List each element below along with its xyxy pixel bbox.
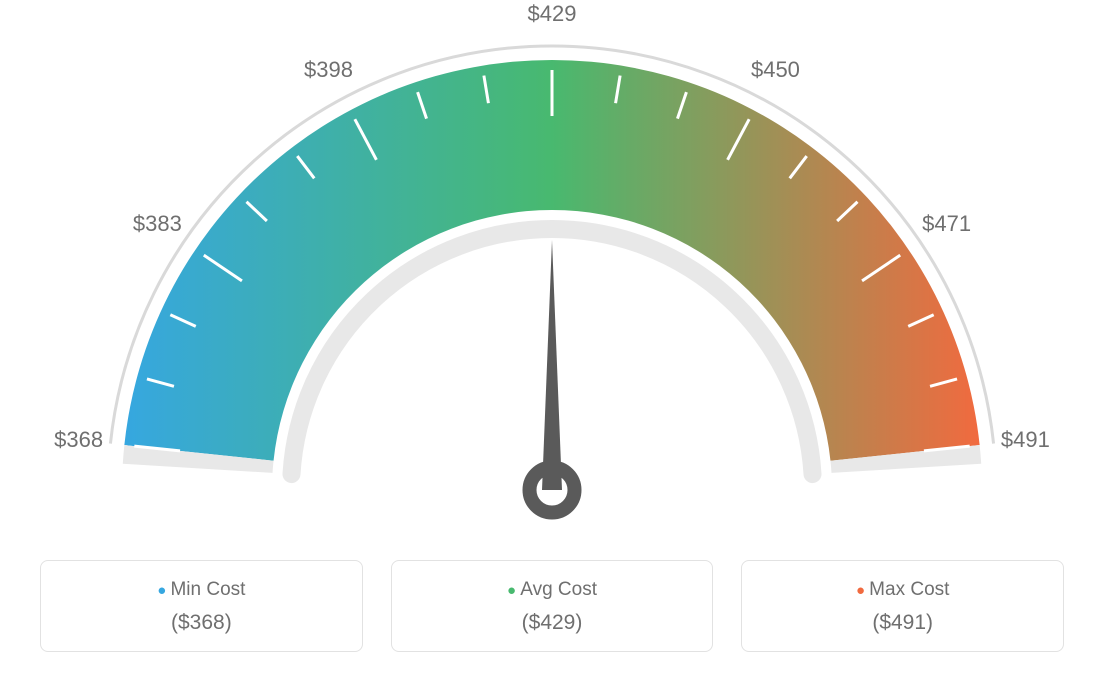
gauge-tick-label: $398 (304, 57, 353, 83)
legend-min-value: ($368) (41, 611, 362, 635)
gauge-tick-label: $368 (54, 427, 103, 453)
gauge-svg (0, 0, 1104, 560)
gauge-tick-label: $429 (528, 1, 577, 27)
legend: Min Cost ($368) Avg Cost ($429) Max Cost… (0, 560, 1104, 652)
legend-max-title: Max Cost (742, 579, 1063, 601)
legend-avg: Avg Cost ($429) (391, 560, 714, 652)
gauge-tick-label: $471 (922, 211, 971, 237)
gauge-tick-label: $491 (1001, 427, 1050, 453)
legend-min-title: Min Cost (41, 579, 362, 601)
gauge-tick-label: $450 (751, 57, 800, 83)
legend-min: Min Cost ($368) (40, 560, 363, 652)
gauge-chart: $368 $383 $398 $429 $450 $471 $491 (0, 0, 1104, 560)
legend-max: Max Cost ($491) (741, 560, 1064, 652)
legend-max-value: ($491) (742, 611, 1063, 635)
legend-avg-value: ($429) (392, 611, 713, 635)
gauge-tick-label: $383 (133, 211, 182, 237)
legend-avg-title: Avg Cost (392, 579, 713, 601)
